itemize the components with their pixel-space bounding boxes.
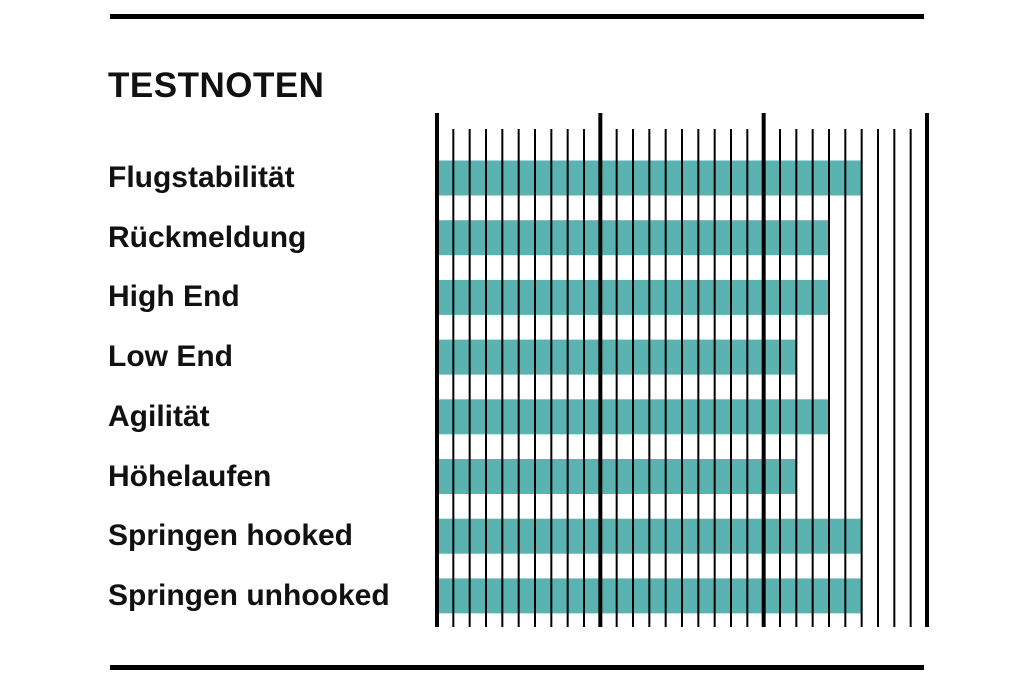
category-label: Flugstabilität bbox=[108, 161, 295, 194]
category-label: Agilität bbox=[108, 399, 210, 433]
category-label: Springen hooked bbox=[108, 519, 354, 553]
chart-title: TESTNOTEN bbox=[108, 66, 325, 105]
category-label: Rückmeldung bbox=[108, 220, 307, 254]
category-label: Höhelaufen bbox=[108, 459, 272, 493]
top-rule bbox=[110, 14, 924, 19]
category-label: High End bbox=[108, 280, 240, 314]
category-label: Low End bbox=[108, 340, 233, 374]
category-label: Springen unhooked bbox=[108, 578, 390, 612]
bottom-rule bbox=[110, 665, 924, 670]
